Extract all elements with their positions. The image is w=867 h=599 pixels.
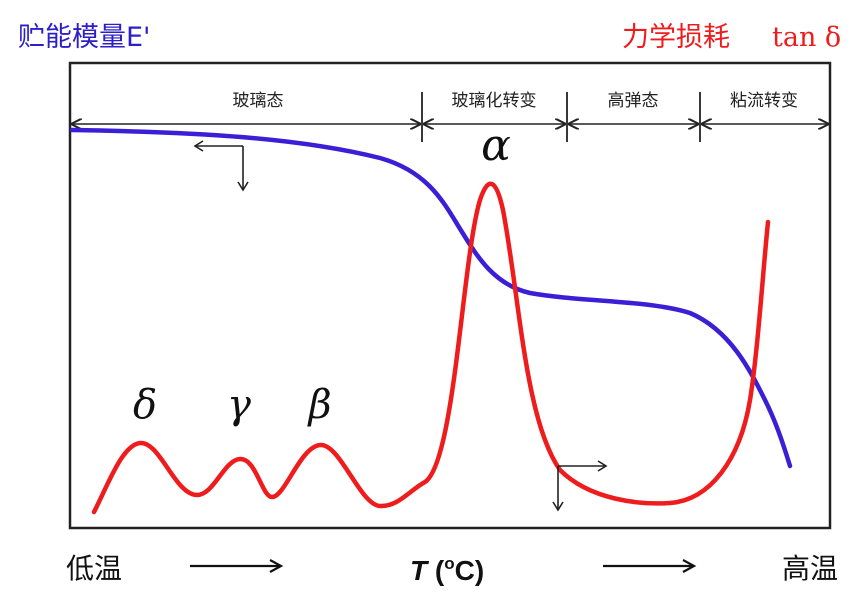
storage-modulus-curve <box>69 127 793 469</box>
region-label-glass-transition: 玻璃化转变 <box>452 91 537 111</box>
peak-label-delta: δ <box>133 382 157 428</box>
loss-label-text: 力学损耗 <box>622 22 730 53</box>
region-dividers <box>421 92 701 142</box>
peak-label-alpha: α <box>481 120 511 171</box>
x-axis-arrow-right <box>603 559 697 573</box>
x-axis-arrow-left <box>190 559 284 573</box>
low-temperature-label: 低温 <box>66 552 122 585</box>
temperature-unit-close: C) <box>455 555 485 586</box>
peak-label-gamma: γ <box>227 382 251 428</box>
loss-tangent-curve <box>91 181 771 515</box>
modulus-axis-indicator <box>193 140 249 192</box>
modulus-indicator-down-arrowhead <box>237 181 249 192</box>
temperature-unit-degree: o <box>444 554 454 573</box>
loss-indicator-down-arrowhead <box>552 501 564 512</box>
region-label-viscous-flow: 粘流转变 <box>730 91 798 111</box>
temperature-axis-label: T (oC) <box>410 554 484 586</box>
high-temperature-label: 高温 <box>782 552 838 585</box>
temperature-unit-open: ( <box>427 555 445 586</box>
peak-label-beta: β <box>306 382 331 428</box>
loss-label-symbol: tan δ <box>772 22 841 53</box>
region-label-rubbery: 高弹态 <box>608 91 659 111</box>
loss-axis-indicator <box>552 460 608 512</box>
modulus-indicator-left-arrowhead <box>193 140 204 152</box>
loss-indicator-right-arrowhead <box>597 460 608 472</box>
temperature-symbol: T <box>410 555 430 586</box>
region-label-glassy: 玻璃态 <box>233 91 284 111</box>
plot-frame <box>68 61 832 530</box>
storage-modulus-label: 贮能模量E' <box>18 22 150 53</box>
